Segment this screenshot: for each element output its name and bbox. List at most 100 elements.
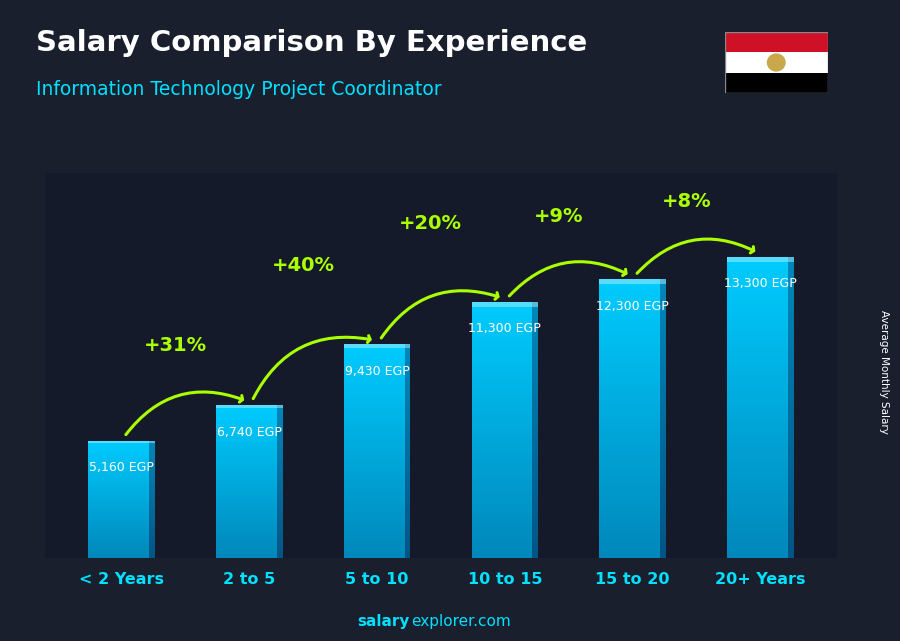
Bar [344, 358, 410, 362]
Bar [88, 535, 155, 537]
Bar [88, 509, 155, 511]
Bar [660, 372, 666, 377]
Bar [405, 365, 410, 369]
Bar [532, 506, 538, 511]
Bar [660, 391, 666, 395]
Bar [532, 395, 538, 400]
Bar [727, 317, 794, 322]
Bar [277, 431, 283, 433]
Bar [472, 506, 538, 511]
Bar [216, 492, 283, 494]
Bar [405, 390, 410, 394]
Bar [405, 465, 410, 469]
Text: +31%: +31% [144, 336, 207, 355]
Bar [532, 315, 538, 319]
Bar [660, 474, 666, 479]
Bar [472, 349, 538, 353]
Bar [344, 408, 410, 412]
Bar [660, 502, 666, 506]
Bar [149, 548, 155, 550]
Bar [344, 508, 410, 512]
Bar [277, 504, 283, 507]
Bar [149, 451, 155, 453]
Bar [405, 380, 410, 383]
Bar [216, 512, 283, 515]
Bar [727, 392, 794, 397]
Bar [405, 472, 410, 476]
Bar [472, 404, 538, 408]
Bar [88, 522, 155, 524]
Bar [599, 530, 666, 535]
Bar [344, 494, 410, 497]
Bar [727, 307, 794, 312]
Bar [277, 444, 283, 446]
Bar [599, 298, 666, 303]
Bar [727, 462, 794, 467]
Bar [344, 365, 410, 369]
Bar [277, 428, 283, 431]
Bar [277, 547, 283, 550]
Bar [532, 374, 538, 379]
Bar [472, 417, 538, 421]
Bar [149, 490, 155, 492]
Bar [727, 417, 794, 422]
Bar [277, 420, 283, 423]
Bar [532, 532, 538, 537]
Text: salary: salary [357, 615, 410, 629]
Bar [532, 553, 538, 558]
Bar [472, 421, 538, 426]
Bar [660, 553, 666, 558]
Bar [216, 547, 283, 550]
Bar [216, 481, 283, 484]
Bar [149, 492, 155, 494]
Bar [216, 504, 283, 507]
Bar [599, 497, 666, 502]
Bar [344, 412, 410, 415]
Bar [216, 545, 283, 547]
Bar [532, 498, 538, 503]
Bar [727, 292, 794, 297]
Bar [788, 392, 794, 397]
Bar [216, 524, 283, 527]
Bar [149, 503, 155, 505]
Bar [405, 483, 410, 487]
Bar [599, 446, 666, 451]
Bar [727, 513, 794, 517]
Bar [599, 303, 666, 307]
Bar [405, 540, 410, 544]
Bar [405, 497, 410, 501]
Bar [344, 362, 410, 365]
Bar [149, 453, 155, 454]
Bar [344, 512, 410, 515]
Bar [599, 358, 666, 363]
Bar [660, 303, 666, 307]
Bar [599, 549, 666, 553]
Bar [660, 284, 666, 288]
Bar [344, 351, 410, 355]
Bar [532, 549, 538, 553]
Bar [727, 522, 794, 528]
Bar [149, 480, 155, 482]
Bar [660, 414, 666, 419]
Bar [660, 404, 666, 409]
Bar [532, 451, 538, 455]
Bar [88, 490, 155, 492]
Bar [788, 472, 794, 478]
Bar [344, 426, 410, 429]
Bar [277, 489, 283, 492]
Bar [532, 472, 538, 477]
Text: Average Monthly Salary: Average Monthly Salary [878, 310, 889, 434]
Bar [405, 487, 410, 490]
Bar [149, 458, 155, 460]
Bar [472, 328, 538, 332]
Bar [788, 517, 794, 522]
Bar [727, 483, 794, 487]
Bar [344, 369, 410, 373]
Bar [660, 512, 666, 516]
Bar [532, 340, 538, 345]
Bar [788, 437, 794, 442]
Bar [344, 483, 410, 487]
Bar [599, 539, 666, 544]
Bar [727, 538, 794, 543]
Bar [532, 323, 538, 328]
